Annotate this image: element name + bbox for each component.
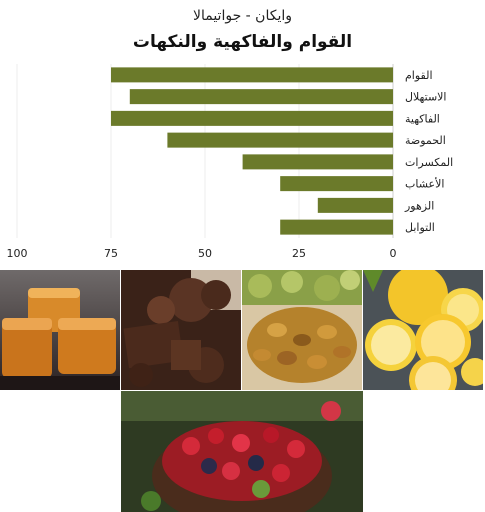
raisins-image [242, 270, 362, 390]
tick-label: 50 [198, 247, 212, 260]
tick-label: 75 [104, 247, 118, 260]
bar-2 [129, 89, 394, 105]
bar-3 [111, 110, 393, 126]
chart-subtitle: وايكان - جواتيمالا [192, 8, 293, 24]
citrus-image [363, 270, 483, 390]
tick-label: 0 [390, 247, 397, 260]
chocolate-image [121, 270, 241, 390]
bar-4 [167, 132, 393, 148]
tick-label: 25 [292, 247, 306, 260]
berries-image [121, 391, 363, 512]
bar-chart: القوام الاستهلال الفاكهية الحموضة المكسرات ال… [7, 64, 453, 260]
category-label: التوابل [405, 221, 435, 234]
category-label: القوام [405, 69, 433, 82]
category-label: الزهور [404, 199, 434, 212]
category-label: الأعشاب [405, 177, 444, 191]
bar-1 [111, 67, 393, 83]
bar-5 [242, 154, 393, 170]
bar-8 [280, 219, 393, 235]
tick-label: 100 [7, 247, 28, 260]
category-label: الاستهلال [405, 91, 447, 104]
bar-6 [280, 176, 393, 192]
caramel-image [0, 270, 120, 390]
category-label: الحموضة [405, 134, 446, 147]
category-label: الفاكهية [405, 112, 440, 125]
bar-7 [317, 197, 393, 213]
category-label: المكسرات [405, 156, 453, 169]
chart-title: القوام والفاكهية والنكهات [132, 32, 353, 52]
